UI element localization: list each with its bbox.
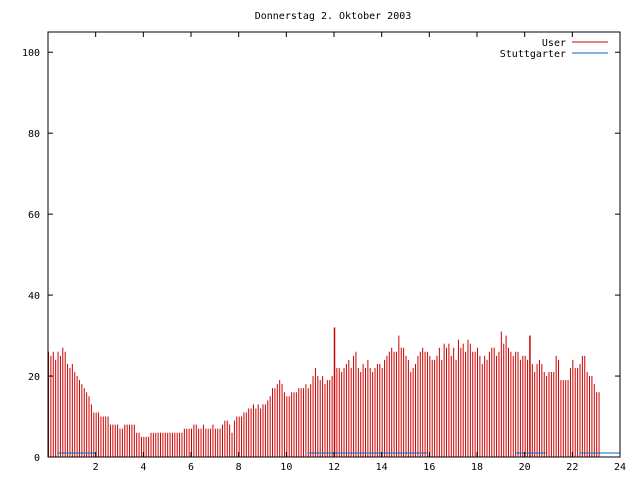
chart-title: Donnerstag 2. Oktober 2003 [255,11,412,22]
y-tick-label: 100 [22,48,40,59]
x-tick-label: 2 [93,462,99,473]
x-tick-label: 22 [566,462,578,473]
x-tick-label: 24 [614,462,626,473]
x-tick-label: 18 [471,462,483,473]
x-tick-label: 14 [376,462,388,473]
y-tick-label: 0 [34,453,40,464]
y-tick-label: 20 [28,372,40,383]
y-tick-label: 40 [28,291,40,302]
legend-label-user: User [542,38,566,49]
y-tick-label: 60 [28,210,40,221]
legend-label-stuttgarter: Stuttgarter [500,49,566,60]
x-tick-label: 12 [328,462,340,473]
x-tick-label: 16 [423,462,435,473]
x-tick-label: 10 [280,462,292,473]
x-axis: 2 4 6 8 10 12 14 16 18 20 22 24 [93,32,626,473]
legend: User Stuttgarter [500,38,608,60]
y-axis: 0 20 40 60 80 100 [22,48,620,464]
plot-frame [47,31,621,458]
x-tick-label: 20 [519,462,531,473]
x-tick-label: 8 [236,462,242,473]
plot-marks [48,327,620,457]
y-tick-label: 80 [28,129,40,140]
x-tick-label: 6 [188,462,194,473]
x-tick-label: 4 [140,462,146,473]
